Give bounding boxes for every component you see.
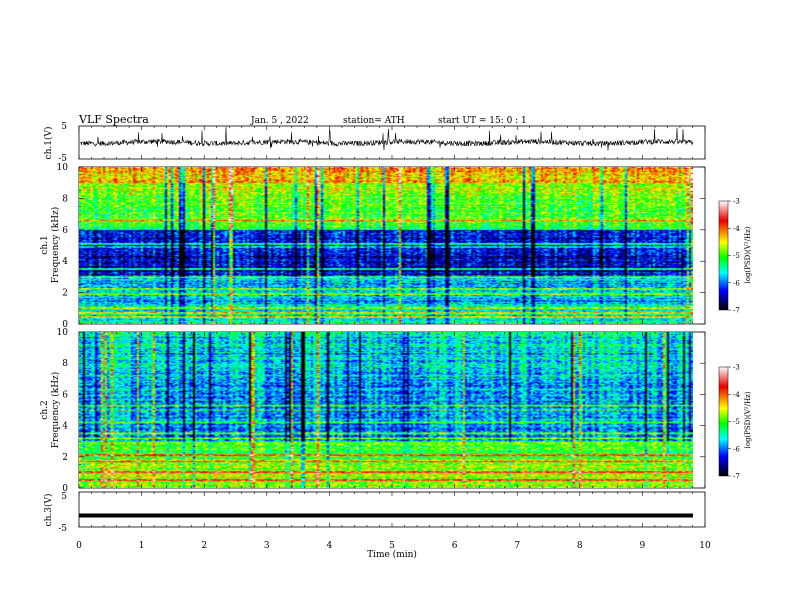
x-tick-label: 8 (577, 541, 583, 551)
x-tick-label: 7 (514, 541, 520, 551)
station-label: station= ATH (343, 116, 405, 126)
ch2-colorbar-label: log(PSD)(V²/Hz) (744, 391, 752, 448)
ch2-spectrogram-ytick: 8 (62, 359, 68, 369)
date-label: Jan. 5 , 2022 (250, 116, 309, 126)
ch1-colorbar-tick: -7 (733, 307, 740, 315)
ch1-spectrogram-ytick: 8 (62, 194, 68, 204)
ch1-ytick-bottom: -5 (58, 154, 67, 164)
ch3-ytick-bottom: -5 (58, 524, 67, 534)
x-tick-label: 0 (76, 541, 82, 551)
ch3-waveform-panel: 5 -5 ch.3(V) (43, 491, 706, 534)
ch2-colorbar-tick: -4 (733, 391, 740, 399)
ch1-waveform-panel: 5 -5 ch.1(V) (43, 122, 706, 164)
x-tick-label: 5 (389, 541, 395, 551)
x-tick-label: 2 (201, 541, 207, 551)
x-axis-label: Time (min) (367, 549, 417, 560)
ch3-ytick-top: 5 (61, 492, 67, 502)
ch1-spectrogram-ytick: 4 (62, 257, 68, 267)
x-tick-label: 9 (640, 541, 646, 551)
ch1-colorbar-tick: -6 (733, 279, 740, 287)
ch1-colorbar-label: log(PSD)(V²/Hz) (744, 226, 752, 283)
ch1-spectrogram-heatmap (79, 167, 693, 324)
ch2-colorbar-tick: -3 (733, 364, 740, 372)
ch1-spectrogram-ylabel-line2: Frequency (kHz) (50, 207, 61, 284)
ch1-spectrogram-ylabel-line1: ch.1 (40, 235, 50, 254)
x-tick-label: 6 (452, 541, 458, 551)
ch1-spectrogram-ytick: 0 (62, 320, 68, 330)
ch1-waveform-line (79, 126, 694, 151)
ch1-spectrogram-ytick: 6 (62, 226, 68, 236)
start-time-label: start UT = 15: 0 : 1 (438, 116, 527, 126)
x-tick-label: 4 (327, 541, 333, 551)
figure-title: VLF Spectra (78, 113, 149, 126)
ch1-waveform-ylabel: ch.1(V) (43, 127, 54, 160)
ch2-spectrogram-ytick: 6 (62, 390, 68, 400)
ch2-spectrogram-ytick: 10 (57, 328, 69, 338)
ch2-spectrogram-ytick: 0 (62, 484, 68, 494)
ch1-spectrogram-ytick: 2 (62, 289, 68, 299)
ch1-colorbar-tick: -3 (733, 198, 740, 206)
ch1-spectrogram-ytick: 10 (57, 163, 69, 173)
ch2-colorbar-tick: -6 (733, 445, 740, 453)
ch2-spectrogram-ylabel-line1: ch.2 (40, 400, 50, 419)
ch1-colorbar-tick: -4 (733, 225, 740, 233)
ch2-colorbar-tick: -7 (733, 473, 740, 481)
ch1-colorbar (718, 200, 729, 311)
ch2-spectrogram-heatmap (79, 332, 693, 488)
ch2-spectrogram-ylabel-line2: Frequency (kHz) (50, 372, 61, 449)
ch3-waveform-ylabel: ch.3(V) (43, 494, 54, 527)
ch1-colorbar-tick: -5 (733, 252, 740, 260)
x-tick-label: 3 (264, 541, 270, 551)
ch2-colorbar-tick: -5 (733, 418, 740, 426)
ch1-ytick-top: 5 (61, 122, 67, 132)
x-tick-label: 10 (699, 541, 711, 551)
ch2-spectrogram-ytick: 4 (62, 422, 68, 432)
x-tick-label: 1 (139, 541, 145, 551)
ch2-spectrogram-ytick: 2 (62, 453, 68, 463)
ch2-colorbar (718, 366, 729, 477)
